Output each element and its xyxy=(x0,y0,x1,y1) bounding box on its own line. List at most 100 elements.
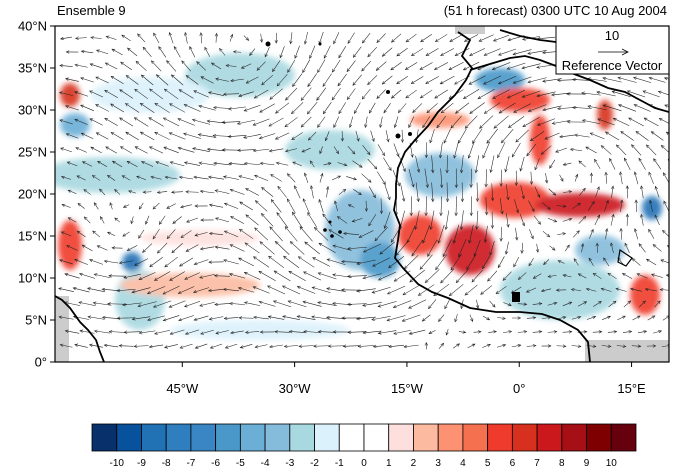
wind-vector xyxy=(309,160,315,168)
colorbar-label: 10 xyxy=(606,458,618,469)
wind-vector xyxy=(59,119,73,125)
wind-vector xyxy=(272,300,292,308)
wind-vector xyxy=(659,288,669,292)
wind-vector xyxy=(454,102,470,114)
wind-vector xyxy=(480,285,493,295)
wind-vector xyxy=(511,142,521,158)
wind-vector xyxy=(208,316,224,321)
wind-vector xyxy=(193,175,209,180)
wind-vector xyxy=(337,162,348,167)
colorbar-label: 2 xyxy=(411,458,417,469)
wind-vector xyxy=(372,257,391,267)
wind-vector xyxy=(125,75,139,85)
wind-vector xyxy=(177,118,195,126)
wind-vector xyxy=(152,202,160,210)
wind-vector xyxy=(213,105,231,110)
wind-vector xyxy=(207,288,224,293)
wind-vector xyxy=(184,301,201,308)
wind-vector xyxy=(228,161,246,166)
wind-vector xyxy=(338,188,347,195)
wind-vector xyxy=(375,61,387,71)
wind-vector xyxy=(258,300,276,307)
wind-vector xyxy=(633,104,651,112)
wind-vector xyxy=(620,199,624,213)
wind-vector xyxy=(497,76,517,85)
wind-vector xyxy=(164,175,178,180)
wind-vector xyxy=(181,60,192,72)
wind-vector xyxy=(367,158,378,170)
wind-vector xyxy=(253,89,269,99)
wind-vector xyxy=(166,60,177,72)
wind-vector xyxy=(58,315,74,320)
wind-vector xyxy=(443,128,451,144)
wind-vector xyxy=(289,241,305,255)
wind-vector xyxy=(352,46,362,58)
wind-vector xyxy=(134,258,149,266)
wind-vector xyxy=(491,62,511,71)
colorbar-label: -10 xyxy=(110,458,125,469)
wind-vector xyxy=(440,48,455,56)
wind-vector xyxy=(654,300,661,308)
wind-vector xyxy=(549,159,556,169)
wind-vector xyxy=(239,344,253,349)
wind-vector xyxy=(460,182,465,203)
wind-vector xyxy=(610,213,615,226)
wind-vector xyxy=(169,329,185,335)
wind-vector xyxy=(499,198,504,215)
wind-vector xyxy=(367,47,377,58)
wind-vector xyxy=(274,132,290,140)
wind-vector xyxy=(333,116,340,128)
wind-vector xyxy=(199,301,215,307)
wind-vector xyxy=(319,146,323,155)
vorticity-shading xyxy=(55,53,662,340)
wind-vector xyxy=(362,330,382,335)
wind-vector xyxy=(347,204,355,208)
wind-vector xyxy=(291,211,303,228)
wind-vector xyxy=(611,90,631,97)
colorbar-label: 7 xyxy=(534,458,540,469)
wind-vector xyxy=(379,116,383,129)
wind-vector xyxy=(72,287,90,293)
wind-vector xyxy=(532,273,542,279)
wind-vector xyxy=(535,243,540,253)
wind-vector xyxy=(119,117,134,127)
wind-vector xyxy=(663,200,669,212)
wind-vector xyxy=(259,103,275,113)
wind-vector xyxy=(307,73,317,88)
wind-vector xyxy=(555,147,567,153)
wind-vector xyxy=(393,329,411,335)
wind-vector xyxy=(506,62,526,70)
wind-vector xyxy=(215,77,229,82)
wind-vector xyxy=(343,231,359,236)
wind-vector xyxy=(358,230,374,238)
wind-vector xyxy=(307,212,318,228)
wind-vector xyxy=(77,203,85,209)
wind-vector xyxy=(154,329,170,335)
wind-vector xyxy=(519,156,525,172)
wind-vector xyxy=(318,242,336,254)
wind-vector xyxy=(391,33,402,43)
wind-vector xyxy=(367,75,378,86)
wind-vector xyxy=(356,259,376,266)
wind-vector xyxy=(557,260,565,264)
wind-vector xyxy=(469,48,486,56)
wind-vector xyxy=(489,155,495,174)
wind-vector xyxy=(379,198,384,215)
colorbar-box xyxy=(264,423,291,452)
wind-vector xyxy=(376,89,386,99)
wind-vector xyxy=(665,273,669,278)
wind-vector xyxy=(640,213,644,226)
wind-vector xyxy=(169,271,185,281)
wind-vector xyxy=(284,117,298,128)
wind-vector xyxy=(99,216,105,224)
wind-vector xyxy=(397,103,407,114)
wind-vector xyxy=(95,49,109,55)
wind-vector xyxy=(336,216,348,224)
wind-vector xyxy=(252,118,270,126)
wind-vector xyxy=(534,158,540,171)
wind-vector xyxy=(138,229,145,239)
wind-vector xyxy=(104,117,118,126)
wind-vector xyxy=(311,315,331,320)
wind-vector xyxy=(158,215,166,225)
wind-vector xyxy=(110,132,124,140)
